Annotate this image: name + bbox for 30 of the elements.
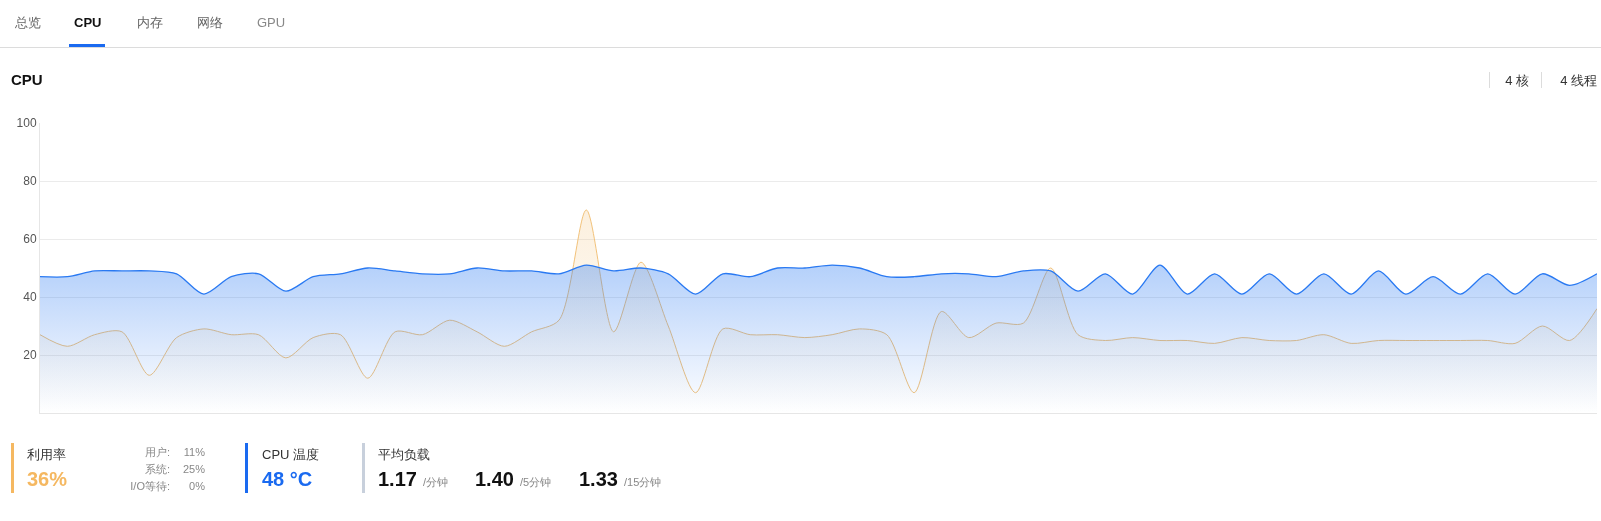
text: 0% xyxy=(189,479,205,492)
y-tick-label: 60 xyxy=(23,232,37,247)
text: 平均负载 xyxy=(378,446,430,462)
text: I/O等待: xyxy=(130,479,170,492)
text: 用户: xyxy=(144,445,170,458)
text: CPU 温度 xyxy=(262,446,320,462)
text: 36% xyxy=(27,468,68,490)
text: /15分钟 xyxy=(624,475,662,488)
y-tick-label: 40 xyxy=(23,290,37,305)
chart-title: CPU xyxy=(11,71,43,89)
text: 4 核 xyxy=(1505,72,1529,88)
text: CPU xyxy=(74,14,102,30)
text: 系统: xyxy=(144,462,170,475)
text: 11% xyxy=(183,445,205,458)
text: 1.17 xyxy=(378,468,417,490)
text: 总览 xyxy=(15,14,41,30)
y-tick-label: 20 xyxy=(23,348,37,363)
text: /5分钟 xyxy=(520,475,552,488)
text: /分钟 xyxy=(423,475,449,488)
text: 4 线程 xyxy=(1560,72,1597,88)
text: 1.40 xyxy=(475,468,514,490)
text: 利用率 xyxy=(27,446,66,462)
text: GPU xyxy=(257,14,286,30)
text: 48 °C xyxy=(262,468,313,490)
text: 1.33 xyxy=(579,468,618,490)
text: 内存 xyxy=(137,14,163,30)
y-tick-label: 80 xyxy=(23,174,37,189)
y-tick-label: 100 xyxy=(16,116,37,131)
text: 网络 xyxy=(197,14,223,30)
text: 25% xyxy=(182,462,205,475)
